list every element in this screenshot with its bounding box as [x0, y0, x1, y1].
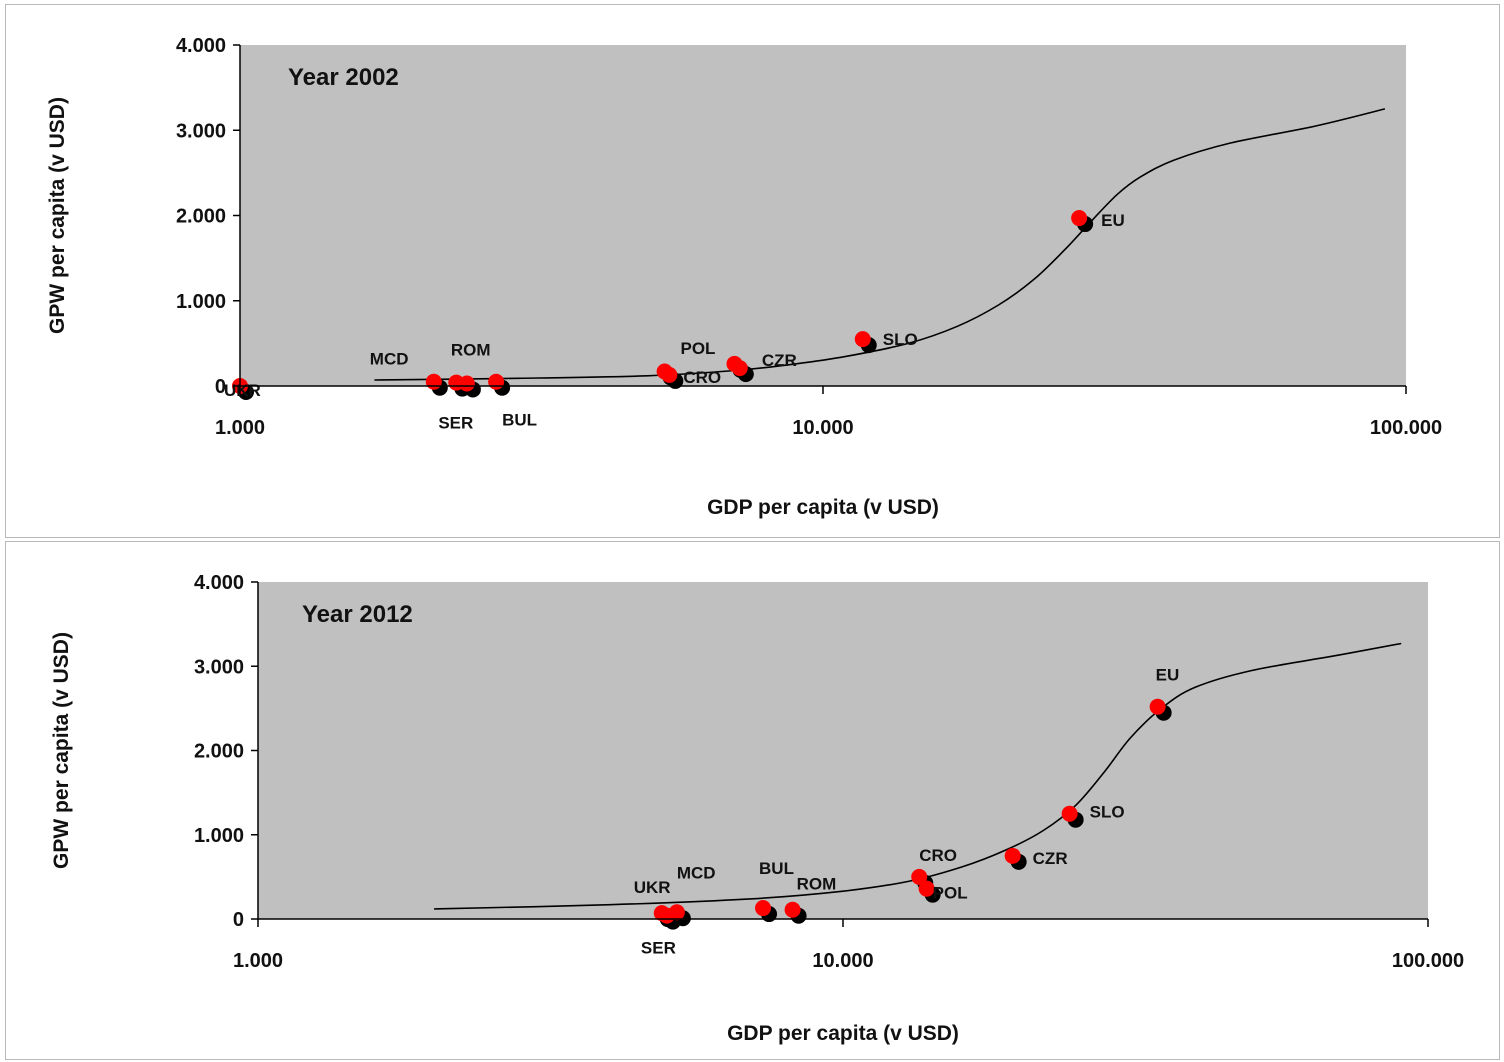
point-label: EU	[1156, 666, 1180, 685]
data-point	[755, 900, 772, 917]
data-point	[425, 373, 442, 390]
y-tick-label: 4.000	[176, 35, 226, 57]
point-label: UKR	[634, 878, 671, 897]
plot-area	[240, 45, 1406, 386]
point-label: SER	[438, 414, 473, 433]
y-tick-label: 2.000	[176, 206, 226, 228]
x-tick-label: 10.000	[792, 417, 853, 439]
y-tick-label: 0	[233, 909, 244, 931]
point-label: POL	[680, 339, 715, 358]
y-tick-label: 0	[215, 376, 226, 398]
chart-panel-2012: UKR SER MCD BUL ROM CRO POL CZR SLO EU 0 1.000 2.00…	[5, 541, 1500, 1060]
data-point	[911, 868, 928, 885]
point-label: CZR	[1033, 849, 1068, 868]
data-point	[731, 360, 748, 377]
data-point	[918, 880, 935, 897]
y-axis-title: GPW per capita (v USD)	[50, 632, 73, 869]
data-point	[1004, 847, 1021, 864]
x-tick-label: 1.000	[215, 417, 265, 439]
data-point	[458, 375, 475, 392]
chart-title: Year 2002	[288, 64, 399, 91]
point-label: ROM	[797, 875, 837, 894]
chart-2002: UKR MCD SER ROM BUL CRO POL CZR SLO EU 0 1.000 2.00…	[46, 35, 1442, 519]
data-point	[1061, 805, 1078, 822]
point-label: SLO	[883, 330, 918, 349]
data-point	[1071, 210, 1088, 227]
chart-panel-2002: UKR MCD SER ROM BUL CRO POL CZR SLO EU 0 1.000 2.00…	[5, 4, 1500, 538]
x-axis-title: GDP per capita (v USD)	[727, 1022, 959, 1045]
x-tick-label: 100.000	[1370, 417, 1442, 439]
point-label: SER	[641, 939, 676, 958]
chart-title: Year 2012	[302, 601, 413, 628]
data-point	[668, 904, 685, 921]
point-label: POL	[933, 884, 968, 903]
y-tick-label: 2.000	[194, 741, 244, 763]
point-label: CRO	[683, 368, 721, 387]
point-label: CZR	[762, 351, 797, 370]
x-tick-label: 1.000	[233, 950, 283, 972]
data-point	[661, 366, 678, 383]
y-tick-label: 4.000	[194, 572, 244, 594]
y-axis-title: GPW per capita (v USD)	[46, 97, 69, 334]
point-label: ROM	[451, 340, 491, 359]
point-label: UKR	[224, 381, 261, 400]
x-tick-label: 100.000	[1392, 950, 1464, 972]
y-tick-label: 3.000	[176, 120, 226, 142]
x-axis-title: GDP per capita (v USD)	[707, 496, 939, 519]
point-label: EU	[1101, 211, 1125, 230]
x-tick-label: 10.000	[812, 950, 873, 972]
point-label: BUL	[502, 411, 537, 430]
point-label: SLO	[1090, 803, 1125, 822]
point-label: MCD	[370, 350, 409, 369]
data-point	[854, 331, 871, 348]
data-point	[784, 901, 801, 918]
y-tick-label: 3.000	[194, 656, 244, 678]
point-label: BUL	[759, 859, 794, 878]
y-tick-label: 1.000	[194, 825, 244, 847]
point-label: MCD	[677, 863, 716, 882]
data-point	[488, 373, 505, 390]
trend-curve	[434, 642, 1402, 910]
point-label: CRO	[919, 846, 957, 865]
data-point	[1149, 698, 1166, 715]
plot-area	[258, 582, 1428, 919]
y-tick-label: 1.000	[176, 291, 226, 313]
